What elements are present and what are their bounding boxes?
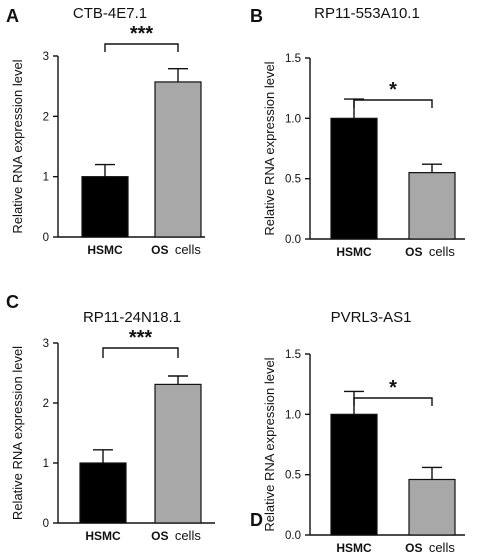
significance-stars: ***	[130, 23, 154, 45]
y-tick-label: 0.5	[285, 174, 301, 186]
y-tick-label: 1	[43, 458, 49, 470]
x-category-label: OS cells	[151, 528, 201, 543]
x-category-label: HSMC	[87, 243, 123, 257]
bar-os-cells	[408, 172, 456, 240]
x-category-label: OS cells	[405, 540, 455, 554]
bar-os-cells	[154, 383, 202, 524]
y-tick-label: 2	[43, 398, 49, 410]
x-category-label: HSMC	[336, 245, 372, 259]
y-tick-label: 1	[43, 172, 49, 184]
bar-hsmc	[79, 462, 127, 524]
panel-a: A CTB-4E7.1 Relative RNA expression level 0…	[6, 5, 205, 257]
x-category-label: OS cells	[405, 244, 455, 259]
bar-hsmc	[330, 413, 378, 536]
y-axis-label: Relative RNA expression level	[262, 61, 277, 235]
y-axis-label: Relative RNA expression level	[262, 357, 277, 531]
y-axis-label: Relative RNA expression level	[10, 346, 25, 520]
panel-letter: C	[6, 292, 19, 312]
panel-letter: D	[250, 510, 263, 530]
panel-c: C RP11-24N18.1 Relative RNA expression lev…	[6, 292, 215, 543]
significance-stars: *	[389, 79, 397, 101]
significance-bracket	[353, 99, 433, 108]
y-tick-label: 0	[43, 518, 49, 530]
significance-bracket	[102, 347, 179, 358]
bar-hsmc	[81, 176, 129, 238]
chart-title: PVRL3-AS1	[331, 309, 412, 326]
y-tick-label: 0.5	[285, 470, 301, 482]
chart-title: RP11-24N18.1	[83, 309, 181, 326]
y-tick-label: 2	[43, 111, 49, 123]
bar-hsmc	[330, 117, 378, 240]
y-tick-label: 1.5	[285, 53, 301, 65]
x-category-label: HSMC	[85, 529, 121, 543]
significance-bracket	[104, 43, 179, 52]
bar-os-cells	[154, 81, 202, 238]
y-tick-label: 0.0	[285, 234, 301, 246]
x-category-label: HSMC	[336, 541, 372, 554]
significance-stars: *	[389, 377, 397, 399]
y-tick-label: 1.5	[285, 349, 301, 361]
panel-d: D PVRL3-AS1 Relative RNA expression level 0…	[250, 309, 465, 554]
significance-stars: ***	[129, 327, 153, 349]
x-category-label: OS cells	[151, 242, 201, 257]
chart-title: CTB-4E7.1	[73, 5, 147, 22]
y-tick-label: 3	[43, 338, 49, 350]
panel-b: B RP11-553A10.1 Relative RNA expression le…	[250, 5, 465, 259]
panel-letter: B	[250, 6, 263, 26]
panel-letter: A	[6, 6, 19, 26]
y-tick-label: 1.0	[285, 409, 301, 421]
bar-os-cells	[408, 478, 456, 536]
y-axis-label: Relative RNA expression level	[10, 59, 25, 233]
y-tick-label: 1.0	[285, 113, 301, 125]
chart-title: RP11-553A10.1	[314, 5, 420, 22]
y-tick-label: 0.0	[285, 530, 301, 542]
y-tick-label: 0	[43, 232, 49, 244]
y-tick-label: 3	[43, 51, 49, 63]
significance-bracket	[353, 397, 433, 406]
